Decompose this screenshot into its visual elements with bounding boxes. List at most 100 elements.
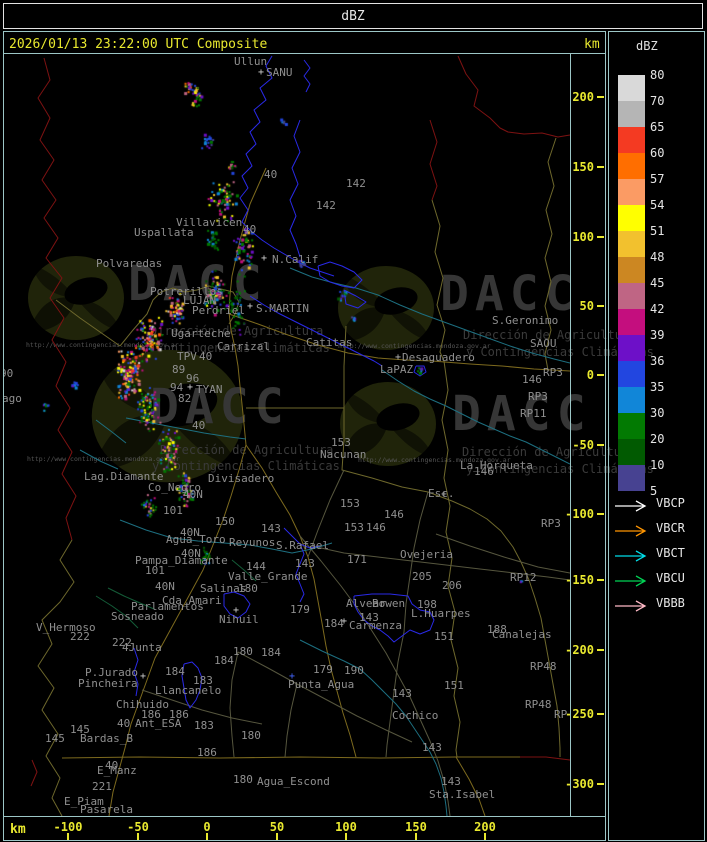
colorbar-tick-label: 45 <box>650 276 665 290</box>
map-place-label: 145 <box>45 732 65 745</box>
map-place-label: Carrizal <box>217 340 270 353</box>
colorbar-tick-label: 80 <box>650 68 665 82</box>
radar-map[interactable]: Ullun SANU 40 142 142 40 Villavicen Uspallata N.… <box>4 54 570 816</box>
colorbar-tick-label: 36 <box>650 354 665 368</box>
map-place-label: SANU <box>266 66 293 79</box>
map-place-label: TYAN <box>196 383 223 396</box>
map-place-label: Canalejas <box>492 628 552 641</box>
map-place-label: Alvear <box>346 597 386 610</box>
map-place-label: Chihuido <box>116 698 169 711</box>
colorbar-tick-label: 20 <box>650 432 665 446</box>
map-place-label: Ant_ESA <box>135 717 182 730</box>
colorbar-tick-label: 51 <box>650 224 665 238</box>
colorbar-tick-label: 70 <box>650 94 665 108</box>
station-cross-marker: + <box>247 301 254 312</box>
station-cross-marker: + <box>441 489 448 500</box>
map-place-label: Nacunan <box>320 448 367 461</box>
map-place-label: 186 <box>197 746 217 759</box>
map-place-label: Catitas <box>306 336 353 349</box>
map-place-label: 145 <box>70 723 90 736</box>
map-place-label: 146 <box>384 508 404 521</box>
map-place-label: 101 <box>145 564 165 577</box>
y-axis-tick-label: 50 <box>579 299 594 313</box>
map-place-label: 101 <box>163 504 183 517</box>
y-axis-unit-label: km <box>584 37 600 52</box>
map-place-label: 40 <box>192 419 206 432</box>
colorbar-tick-label: 42 <box>650 302 665 316</box>
map-place-label: RP12 <box>510 571 537 584</box>
map-place-label: E_Piam <box>64 795 104 808</box>
y-axis-tick <box>597 236 604 238</box>
colorbar-tick-label: 65 <box>650 120 665 134</box>
map-place-label: Llancanelo <box>155 684 222 697</box>
map-place-label: LUJAN <box>183 294 217 307</box>
map-right-border <box>570 53 571 817</box>
map-place-label: 40 <box>199 350 213 363</box>
map-place-label: Agua_Escond <box>257 775 330 788</box>
station-cross-marker: + <box>261 253 268 264</box>
map-place-label: Ovejeria <box>400 548 453 561</box>
map-place-label: 190 <box>344 664 364 677</box>
station-cross-marker: + <box>187 382 194 393</box>
vbc-arrow-icon <box>614 572 652 591</box>
x-axis-tick <box>67 833 69 841</box>
y-axis-tick <box>597 783 604 785</box>
colorbar-block <box>618 179 645 205</box>
y-axis-tick <box>597 649 604 651</box>
map-place-label: 143 <box>441 775 461 788</box>
map-place-label: Ullun <box>234 55 268 68</box>
map-place-label: 222 <box>70 630 90 643</box>
map-place-label: Agua_Toro <box>166 533 226 546</box>
map-place-label: 171 <box>347 553 367 566</box>
colorbar-block <box>618 309 645 335</box>
x-axis-tick <box>206 833 208 841</box>
map-place-label: 184 <box>165 665 185 678</box>
map-place-label: Carmenza <box>349 619 402 632</box>
colorbar-tick-label: 54 <box>650 198 665 212</box>
y-axis-tick <box>597 579 604 581</box>
map-place-label: 186 <box>169 708 189 721</box>
map-place-label: 184 <box>214 654 234 667</box>
legend-item-label: VBCT <box>656 546 685 560</box>
y-axis-tick <box>597 166 604 168</box>
map-place-label: RP48 <box>525 698 552 711</box>
map-place-label: Esc. <box>428 487 455 500</box>
x-axis-tick-label: 150 <box>405 820 427 834</box>
map-place-label: 40 <box>105 759 119 772</box>
x-axis-tick-label: 50 <box>269 820 285 834</box>
map-place-label: 183 <box>193 674 213 687</box>
map-place-label: 144 <box>246 560 266 573</box>
colorbar-block <box>618 205 645 231</box>
map-place-label: RP3 <box>543 366 563 379</box>
colorbar-block <box>618 153 645 179</box>
station-cross-marker: + <box>258 67 265 78</box>
map-place-label: 151 <box>434 630 454 643</box>
x-axis-unit-label: km <box>10 822 26 837</box>
x-axis-tick <box>276 833 278 841</box>
colorbar-tick-label: 48 <box>650 250 665 264</box>
colorbar-block <box>618 465 645 491</box>
legend-item-label: VBCP <box>656 496 685 510</box>
y-axis-tick <box>597 444 604 446</box>
map-place-label: 146 <box>522 373 542 386</box>
map-place-label: P.Jurado <box>85 666 138 679</box>
map-place-label: TPV <box>177 350 197 363</box>
legend-item-label: VBCU <box>656 571 685 585</box>
x-axis-tick-label: 200 <box>474 820 496 834</box>
map-place-label: 142 <box>346 177 366 190</box>
map-place-label: 179 <box>313 663 333 676</box>
vbc-arrow-icon <box>614 522 652 541</box>
colorbar-block <box>618 335 645 361</box>
y-axis-tick-label: 150 <box>572 160 594 174</box>
map-place-label: 222 <box>112 636 132 649</box>
map-place-label: 153 <box>331 436 351 449</box>
map-place-label: RP3 <box>541 517 561 530</box>
map-place-label: S.Geronimo <box>492 314 559 327</box>
map-place-label: Pampa_Diamante <box>135 554 228 567</box>
map-place-label: 89 <box>172 363 186 376</box>
map-place-label: E_Manz <box>97 764 137 777</box>
map-place-label: Sta.Isabel <box>429 788 496 801</box>
map-place-label: 143 <box>295 557 315 570</box>
map-place-label: Punta_Agua <box>288 678 355 691</box>
